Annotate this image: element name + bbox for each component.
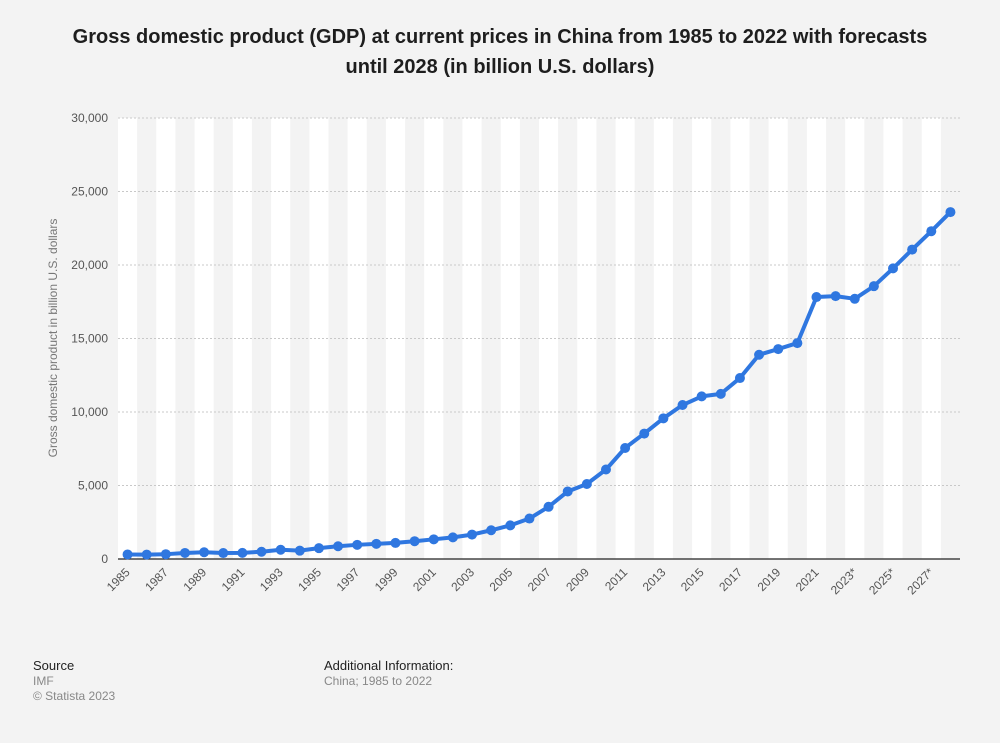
data-point xyxy=(734,373,745,384)
data-point xyxy=(620,443,631,454)
x-tick-label: 1995 xyxy=(295,565,324,594)
y-tick-label: 15,000 xyxy=(71,332,108,346)
data-point xyxy=(294,545,305,556)
data-point xyxy=(313,543,324,554)
data-point xyxy=(218,548,229,559)
column-band xyxy=(883,118,903,559)
source-value: IMF xyxy=(33,674,54,688)
x-tick-label: 2019 xyxy=(755,565,784,594)
y-axis-ticks: 0 5,000 10,000 15,000 20,000 25,000 30,000 xyxy=(71,111,108,566)
column-band xyxy=(424,118,444,559)
data-point xyxy=(715,388,726,399)
data-point xyxy=(333,541,344,552)
data-point xyxy=(658,413,669,424)
data-point xyxy=(926,226,937,237)
x-tick-label: 2027* xyxy=(904,565,936,597)
data-point xyxy=(256,546,267,557)
x-tick-label: 1987 xyxy=(142,565,171,594)
data-point xyxy=(237,547,248,558)
x-tick-label: 2021 xyxy=(793,565,822,594)
data-point xyxy=(888,263,899,274)
x-tick-label: 2013 xyxy=(640,565,669,594)
data-point xyxy=(581,479,592,490)
data-point xyxy=(160,549,171,560)
column-band xyxy=(271,118,291,559)
x-tick-label: 2017 xyxy=(716,565,745,594)
data-point xyxy=(830,291,841,302)
additional-info-block: Additional Information: China; 1985 to 2… xyxy=(324,658,453,689)
data-point xyxy=(677,400,688,411)
data-point xyxy=(352,539,363,550)
x-tick-label: 2025* xyxy=(866,565,898,597)
column-band xyxy=(539,118,559,559)
additional-info-label: Additional Information: xyxy=(324,658,454,673)
x-tick-label: 1985 xyxy=(104,565,133,594)
data-point xyxy=(486,525,497,536)
data-point xyxy=(543,501,554,512)
data-point xyxy=(467,529,478,540)
series-gdp xyxy=(122,207,956,560)
x-tick-label: 2023* xyxy=(828,565,860,597)
data-point xyxy=(773,344,784,355)
data-point xyxy=(792,338,803,349)
data-point xyxy=(199,547,210,558)
grid-lines xyxy=(118,117,960,486)
data-point xyxy=(371,538,382,549)
data-point xyxy=(600,464,611,475)
column-band xyxy=(806,118,827,559)
column-band xyxy=(156,118,176,559)
data-point xyxy=(141,549,152,560)
copyright: © Statista 2023 xyxy=(33,689,116,703)
source-block: Source IMF © Statista 2023 xyxy=(33,658,115,704)
data-point xyxy=(811,292,822,303)
chart-title: Gross domestic product (GDP) at current … xyxy=(72,26,928,78)
y-tick-label: 30,000 xyxy=(71,111,108,125)
data-point xyxy=(907,244,918,255)
data-point xyxy=(275,544,286,555)
x-tick-label: 2001 xyxy=(410,565,439,594)
x-tick-label: 1993 xyxy=(257,565,286,594)
y-tick-label: 5,000 xyxy=(78,479,108,493)
data-point xyxy=(754,349,765,360)
x-tick-label: 1991 xyxy=(219,565,248,594)
data-point xyxy=(639,428,650,439)
data-point xyxy=(409,536,420,547)
data-point xyxy=(447,532,458,543)
data-point xyxy=(428,534,439,545)
data-point xyxy=(390,537,401,548)
data-point xyxy=(868,281,879,292)
x-tick-label: 2015 xyxy=(678,565,707,594)
column-band xyxy=(692,118,712,559)
data-point xyxy=(849,293,860,304)
x-tick-label: 1989 xyxy=(180,565,209,594)
y-tick-label: 20,000 xyxy=(71,258,108,272)
data-point xyxy=(179,547,190,558)
x-tick-label: 2009 xyxy=(563,565,592,594)
y-tick-label: 10,000 xyxy=(71,405,108,419)
data-point xyxy=(945,207,956,218)
data-point xyxy=(122,549,133,560)
column-bands xyxy=(118,118,941,559)
y-axis-label: Gross domestic product in billion U.S. d… xyxy=(46,219,60,458)
x-tick-label: 2011 xyxy=(602,565,630,593)
column-band xyxy=(194,118,214,559)
y-tick-label: 25,000 xyxy=(71,185,108,199)
x-tick-label: 2003 xyxy=(448,565,477,594)
source-label: Source xyxy=(33,658,75,673)
data-point xyxy=(505,520,516,531)
x-tick-label: 2005 xyxy=(487,565,516,594)
x-tick-label: 1999 xyxy=(372,565,401,594)
data-point xyxy=(524,513,535,524)
column-band xyxy=(462,118,482,559)
y-tick-label: 0 xyxy=(101,552,108,566)
data-point xyxy=(696,391,707,402)
data-point xyxy=(562,486,573,497)
x-axis-ticks: 1985 1987 1989 1991 1993 1995 1997 1999 2001 2003… xyxy=(104,565,937,597)
additional-info-value: China; 1985 to 2022 xyxy=(324,674,433,688)
column-band xyxy=(347,118,367,559)
x-tick-label: 1997 xyxy=(334,565,363,594)
x-tick-label: 2007 xyxy=(525,565,554,594)
